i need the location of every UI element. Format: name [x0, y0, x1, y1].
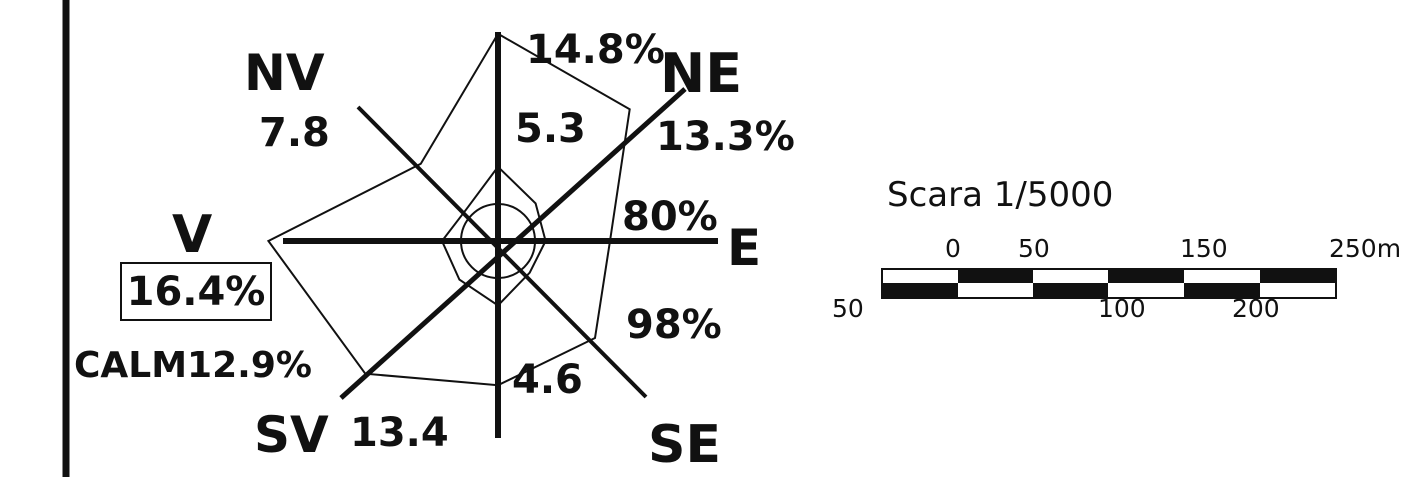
value-label-n-inner: 5.3 — [515, 106, 586, 152]
scale-segment-top-2 — [958, 269, 1033, 283]
value-label-s-inner: 4.6 — [512, 357, 583, 403]
value-label-e: 80% — [622, 194, 718, 240]
scale-tick-top-50: 50 — [1018, 234, 1050, 263]
calm-label: CALM12.9% — [74, 345, 312, 386]
scale-segment-bottom-1 — [882, 283, 958, 298]
scale-tick-bottom-200: 200 — [1232, 294, 1280, 323]
scale-tick-top-250m: 250m — [1329, 234, 1401, 263]
scale-title: Scara 1/5000 — [887, 175, 1113, 215]
scale-segment-top-4 — [1108, 269, 1184, 283]
value-label-n-outer: 14.8% — [526, 27, 665, 73]
scale-tick-top-0: 0 — [945, 234, 961, 263]
value-label-nv: 7.8 — [259, 110, 330, 156]
outer-frequency-polygon — [266, 32, 631, 387]
scale-segment-bottom-5 — [1184, 283, 1260, 298]
scale-tick-top-150: 150 — [1180, 234, 1228, 263]
scale-bar: Scara 1/5000 0 50 150 250m 50 100 200 — [832, 175, 1401, 323]
value-label-se: 98% — [626, 302, 722, 348]
direction-label-nv: NV — [244, 44, 325, 102]
scale-tick-bottom-100: 100 — [1098, 294, 1146, 323]
value-box-v — [120, 262, 272, 321]
scale-segment-top-6 — [1260, 269, 1336, 283]
direction-label-e: E — [727, 219, 761, 277]
scale-segment-bottom-3 — [1033, 283, 1108, 298]
direction-label-sv: SV — [254, 406, 329, 464]
calm-circle — [460, 203, 536, 279]
direction-label-v: V — [172, 205, 212, 265]
direction-label-ne: NE — [660, 42, 742, 105]
axis-southwest-northeast — [339, 87, 687, 400]
value-label-sv: 13.4 — [350, 410, 449, 456]
scale-tick-bottom-50: 50 — [832, 294, 864, 323]
value-label-v: 16.4% — [127, 269, 266, 315]
value-label-ne: 13.3% — [656, 114, 795, 160]
wind-rose: NV NE E SE SV V 14.8% 5.3 13.3% 80% 98% … — [74, 27, 795, 475]
axis-northwest-southeast — [356, 105, 648, 399]
inner-frequency-polygon — [440, 165, 547, 307]
direction-label-se: SE — [648, 415, 721, 475]
